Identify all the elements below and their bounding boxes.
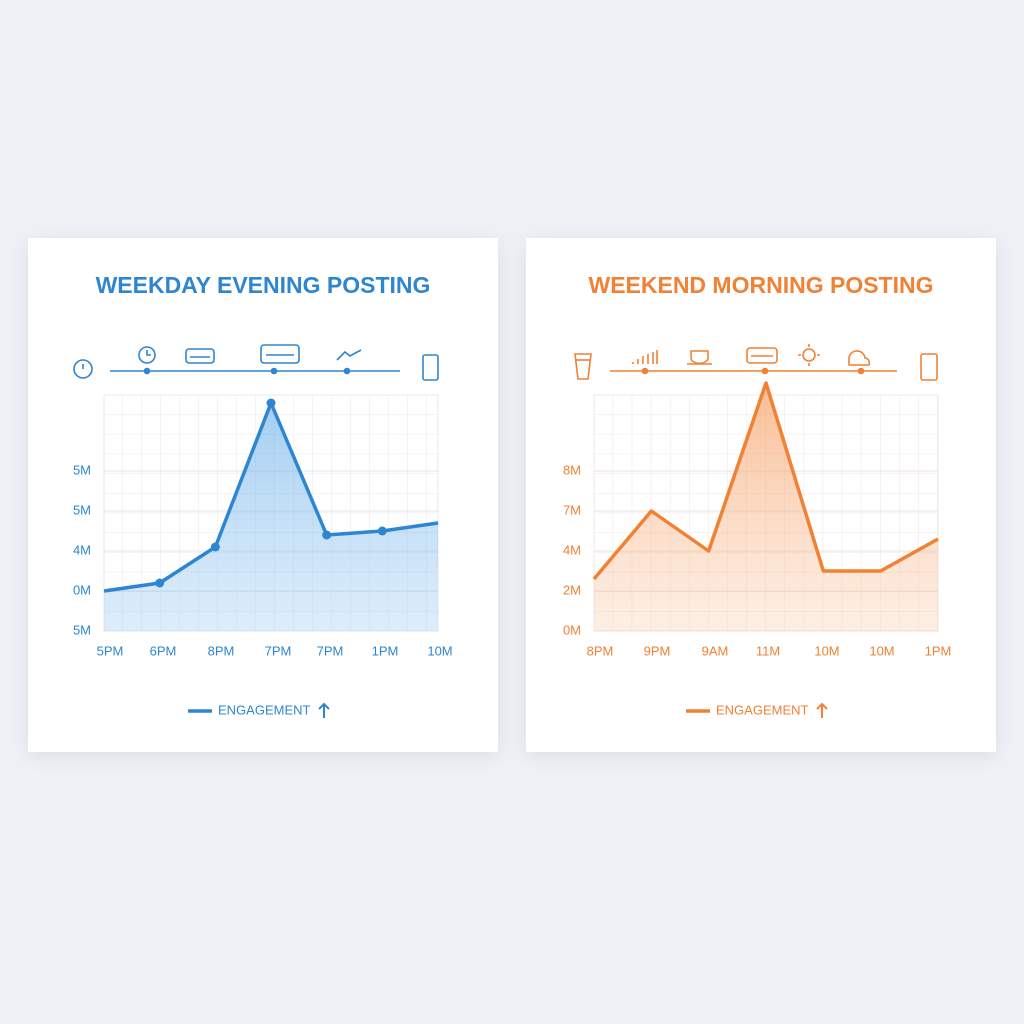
y-tick-label: 0M [73, 582, 91, 597]
chart-title: WEEKEND MORNING POSTING [588, 272, 933, 298]
x-tick-label: 10M [427, 643, 452, 658]
x-tick-label: 5PM [97, 643, 124, 658]
point [155, 578, 165, 588]
legend-label: ENGAGEMENT [716, 702, 809, 717]
line [592, 381, 939, 581]
x-tick-label: 8PM [208, 643, 235, 658]
point [210, 542, 220, 552]
y-tick-label: 5M [73, 502, 91, 517]
y-tick-label: 8M [563, 462, 581, 477]
x-tick-label: 7PM [317, 643, 344, 658]
x-tick-label: 10M [869, 643, 894, 658]
y-tick-label: 2M [563, 582, 581, 597]
area [104, 403, 438, 631]
x-tick-label: 9AM [702, 643, 729, 658]
legend-label: ENGAGEMENT [218, 702, 311, 717]
y-tick-label: 4M [73, 542, 91, 557]
legend-arrow [816, 702, 828, 718]
y-tick-label: 7M [563, 502, 581, 517]
y-tick-label: 5M [73, 462, 91, 477]
chart-title: WEEKDAY EVENING POSTING [96, 272, 431, 298]
x-tick-label: 6PM [150, 643, 177, 658]
x-tick-label: 9PM [644, 643, 671, 658]
icon-row [574, 344, 938, 381]
point [377, 526, 387, 536]
x-tick-label: 1PM [925, 643, 952, 658]
x-tick-label: 7PM [265, 643, 292, 658]
point [266, 398, 276, 408]
point [322, 530, 332, 540]
x-tick-label: 1PM [372, 643, 399, 658]
x-tick-label: 8PM [587, 643, 614, 658]
icon-row [73, 344, 439, 381]
legend-arrow [318, 702, 330, 718]
area [594, 383, 938, 631]
y-tick-label: 5M [73, 622, 91, 637]
x-tick-label: 10M [814, 643, 839, 658]
y-tick-label: 4M [563, 542, 581, 557]
y-tick-label: 0M [563, 622, 581, 637]
x-tick-label: 11M [756, 643, 780, 658]
